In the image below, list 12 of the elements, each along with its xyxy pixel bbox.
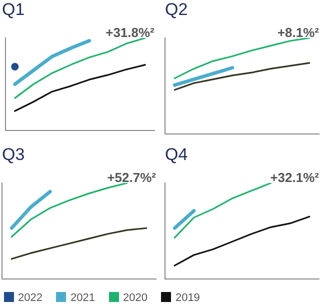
annotation: +8.1%² [277, 25, 320, 40]
legend-label: 2019 [174, 292, 200, 304]
annotation: +32.1%² [270, 170, 320, 186]
annotation: +52.7%² [107, 170, 157, 186]
chart-title: Q3 [2, 145, 25, 165]
annotation: +31.8%² [106, 25, 156, 40]
legend-label: 2020 [122, 292, 148, 304]
chart-title: Q1 [2, 0, 25, 20]
chart-title: Q4 [165, 145, 188, 165]
legend-label: 2021 [69, 292, 95, 304]
chart-title: Q2 [165, 0, 188, 20]
legend-label: 2022 [17, 292, 42, 304]
